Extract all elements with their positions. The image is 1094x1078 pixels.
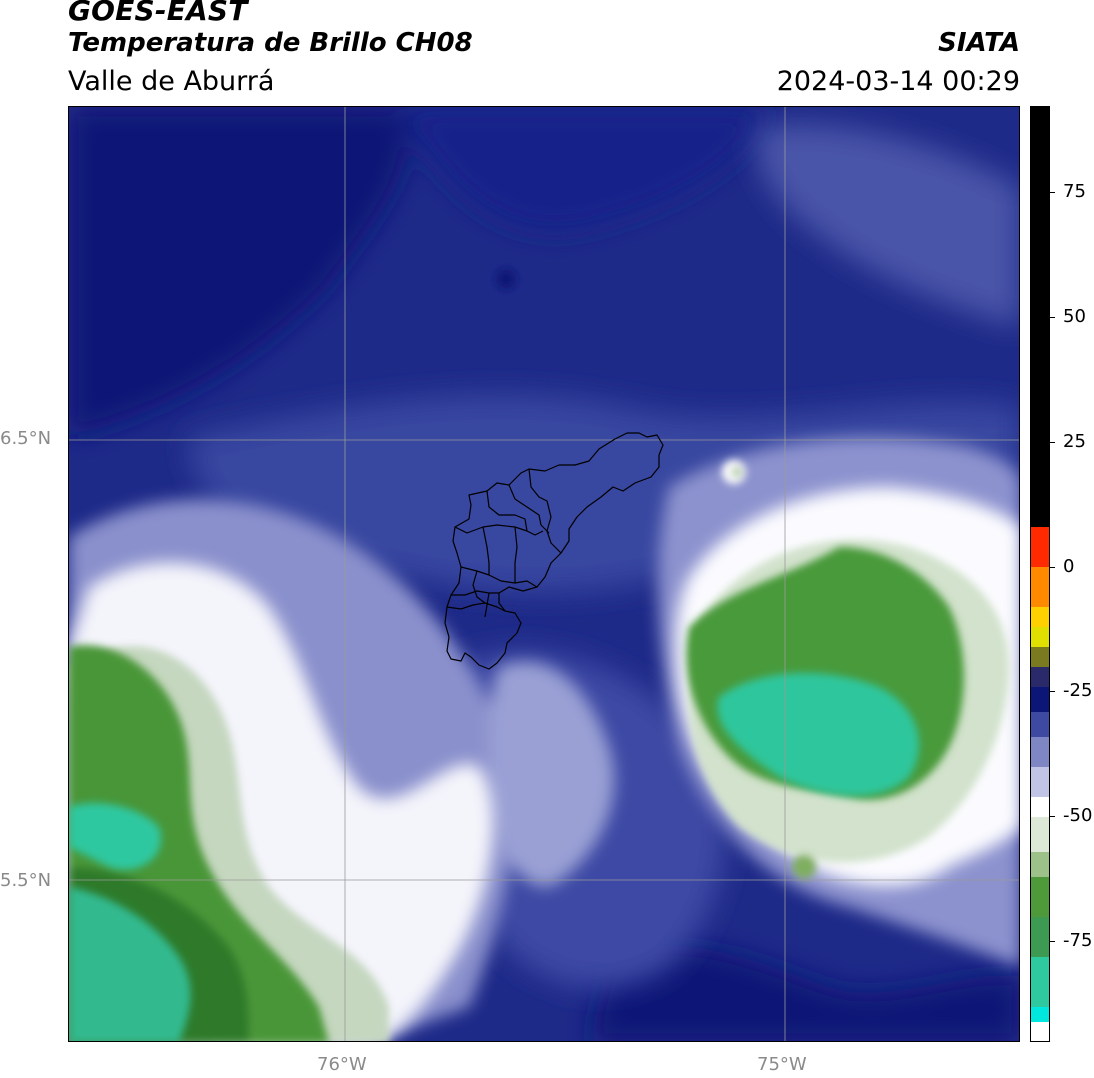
zone-teal-west-upper bbox=[69, 803, 161, 870]
title-product: Temperatura de Brillo CH08 bbox=[68, 28, 473, 58]
region-label: Valle de Aburrá bbox=[68, 66, 275, 97]
title-satellite: GOES-EAST bbox=[68, 0, 248, 27]
zone-deep-navy-north-mid bbox=[399, 107, 769, 232]
valle-de-aburra-boundary bbox=[444, 432, 664, 670]
colorbar-segment bbox=[1031, 107, 1049, 528]
colorbar-segment bbox=[1031, 766, 1049, 797]
boundary-outer bbox=[444, 432, 664, 670]
colorbar-tick-label: 0 bbox=[1063, 555, 1075, 577]
lon-label-76: 76°W bbox=[317, 1054, 367, 1075]
boundary-internal-3 bbox=[486, 490, 544, 536]
boundary-internal-8 bbox=[451, 590, 499, 596]
colorbar-tick-label: -75 bbox=[1063, 930, 1093, 952]
zone-deep-navy-south-east bbox=[589, 946, 1019, 1041]
zone-deep-navy-north bbox=[69, 107, 408, 437]
colorbar-segment bbox=[1031, 956, 1049, 1007]
colorbar-tick-mark bbox=[1050, 691, 1055, 693]
colorbar-segment bbox=[1031, 1021, 1049, 1041]
zone-teal-east bbox=[717, 673, 919, 796]
colorbar-segment bbox=[1031, 646, 1049, 667]
cold-cloud-free-zones bbox=[69, 107, 1019, 1041]
colorbar-tick-label: 75 bbox=[1063, 180, 1086, 202]
gridlines bbox=[69, 107, 1019, 1041]
boundary-internal-1 bbox=[528, 468, 562, 554]
lon-label-75: 75°W bbox=[757, 1054, 807, 1075]
colorbar-tick-mark bbox=[1050, 441, 1055, 443]
colorbar-segment bbox=[1031, 526, 1049, 567]
colorbar-segment bbox=[1031, 736, 1049, 767]
colorbar-tick-mark bbox=[1050, 316, 1055, 318]
colorbar-segment bbox=[1031, 796, 1049, 817]
teal-coldest-cores bbox=[69, 673, 919, 1041]
zone-teal-west-lower bbox=[69, 887, 191, 1041]
cell-navy-1 bbox=[496, 269, 516, 289]
colorbar-tick-label: 25 bbox=[1063, 430, 1086, 452]
colorbar-tick-label: -25 bbox=[1063, 680, 1093, 702]
colorbar-tick-mark bbox=[1050, 941, 1055, 943]
colorbar-segment bbox=[1031, 711, 1049, 737]
zone-lavender-mid bbox=[489, 661, 615, 887]
cell-green-ne-1 bbox=[731, 466, 743, 478]
boundary-internal-10 bbox=[484, 592, 490, 618]
isolated-cloud-cells bbox=[496, 269, 816, 879]
colorbar-segment bbox=[1031, 816, 1049, 852]
colorbar-segment bbox=[1031, 606, 1049, 627]
organization-label: SIATA bbox=[938, 28, 1020, 58]
boundary-internal-6 bbox=[482, 526, 490, 575]
boundary-internal-4 bbox=[454, 524, 528, 534]
boundary-internal-2 bbox=[508, 484, 550, 534]
colorbar-tick-mark bbox=[1050, 191, 1055, 193]
colorbar-tick-mark bbox=[1050, 566, 1055, 568]
boundary-internal-11 bbox=[446, 602, 486, 610]
colorbar-segment bbox=[1031, 851, 1049, 877]
colorbar-segment bbox=[1031, 626, 1049, 647]
brightness-temperature-field bbox=[69, 107, 1019, 1041]
colorbar-segment bbox=[1031, 1006, 1049, 1022]
lat-label-6.5: 6.5°N bbox=[0, 428, 52, 449]
boundary-internal-9 bbox=[472, 570, 506, 612]
colorbar-tick-mark bbox=[1050, 816, 1055, 818]
colorbar-segment bbox=[1031, 686, 1049, 712]
colorbar-segment bbox=[1031, 566, 1049, 607]
colorbar-segment bbox=[1031, 916, 1049, 957]
colorbar-segment bbox=[1031, 666, 1049, 687]
datetime-label: 2024-03-14 00:29 bbox=[776, 66, 1020, 97]
lat-label-5.5: 5.5°N bbox=[0, 870, 52, 891]
zone-mid-blue-ne bbox=[756, 124, 1019, 327]
colorbar-tick-label: -50 bbox=[1063, 805, 1093, 827]
colorbar bbox=[1030, 106, 1050, 1042]
satellite-map bbox=[68, 106, 1020, 1042]
colorbar-segment bbox=[1031, 876, 1049, 917]
boundary-internal-7 bbox=[514, 526, 518, 583]
cell-green-se bbox=[792, 855, 816, 879]
colorbar-tick-label: 50 bbox=[1063, 305, 1086, 327]
